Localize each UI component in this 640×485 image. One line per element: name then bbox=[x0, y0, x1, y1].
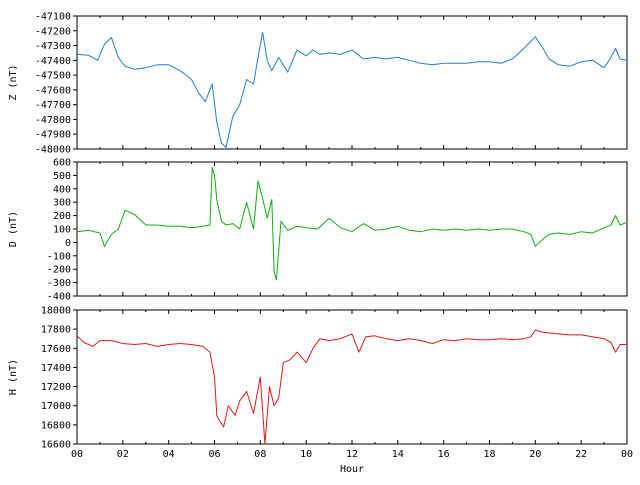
y-tick-label-H-1: 17800 bbox=[41, 325, 71, 336]
y-tick-label-Z-2: -47300 bbox=[35, 41, 71, 52]
x-tick-label-8: 16 bbox=[438, 449, 450, 460]
y-axis-label-H: H (nT) bbox=[8, 359, 19, 395]
y-tick-label-Z-3: -47400 bbox=[35, 56, 71, 67]
y-tick-label-D-1: 500 bbox=[53, 171, 71, 182]
x-tick-label-11: 22 bbox=[575, 449, 587, 460]
y-tick-label-Z-6: -47700 bbox=[35, 100, 71, 111]
y-tick-label-H-7: 16600 bbox=[41, 440, 71, 451]
y-tick-label-Z-0: -47100 bbox=[35, 12, 71, 23]
y-axis-label-D: D (nT) bbox=[8, 211, 19, 247]
y-tick-label-H-5: 17000 bbox=[41, 401, 71, 412]
y-axis-label-Z: Z (nT) bbox=[8, 64, 19, 100]
y-tick-label-H-6: 16800 bbox=[41, 420, 71, 431]
y-tick-label-H-0: 18000 bbox=[41, 306, 71, 317]
x-tick-label-6: 12 bbox=[346, 449, 358, 460]
y-tick-label-D-5: 100 bbox=[53, 225, 71, 236]
y-tick-label-D-9: -300 bbox=[47, 278, 71, 289]
series-line-D bbox=[76, 166, 628, 281]
y-tick-label-D-2: 400 bbox=[53, 184, 71, 195]
y-tick-label-Z-1: -47200 bbox=[35, 26, 71, 37]
y-tick-label-H-4: 17200 bbox=[41, 382, 71, 393]
x-tick-label-9: 18 bbox=[483, 449, 495, 460]
panel-frame-H bbox=[76, 309, 628, 445]
y-tick-label-D-0: 600 bbox=[53, 158, 71, 169]
x-tick-label-2: 04 bbox=[163, 449, 175, 460]
x-tick-label-0: 00 bbox=[71, 449, 83, 460]
x-tick-label-1: 02 bbox=[117, 449, 129, 460]
x-axis-label: Hour bbox=[340, 464, 364, 475]
y-tick-label-Z-9: -48000 bbox=[35, 145, 71, 156]
x-tick-label-3: 06 bbox=[208, 449, 220, 460]
series-line-H bbox=[76, 329, 627, 445]
y-tick-label-Z-7: -47800 bbox=[35, 115, 71, 126]
x-tick-label-5: 10 bbox=[300, 449, 312, 460]
series-line-Z bbox=[76, 31, 628, 148]
y-tick-label-D-7: -100 bbox=[47, 251, 71, 262]
y-tick-label-D-3: 300 bbox=[53, 198, 71, 209]
x-tick-label-12: 00 bbox=[621, 449, 633, 460]
y-tick-label-H-2: 17600 bbox=[41, 344, 71, 355]
y-tick-label-D-4: 200 bbox=[53, 211, 71, 222]
y-tick-label-D-8: -200 bbox=[47, 265, 71, 276]
y-tick-label-H-3: 17400 bbox=[41, 363, 71, 374]
x-tick-label-4: 08 bbox=[254, 449, 266, 460]
y-tick-label-D-10: -400 bbox=[47, 292, 71, 303]
x-tick-label-10: 20 bbox=[529, 449, 541, 460]
y-tick-label-D-6: 0 bbox=[65, 238, 71, 249]
y-tick-label-Z-4: -47500 bbox=[35, 71, 71, 82]
y-tick-label-Z-8: -47900 bbox=[35, 130, 71, 141]
panel-frame-D bbox=[76, 161, 628, 297]
y-tick-label-Z-5: -47600 bbox=[35, 85, 71, 96]
x-tick-label-7: 14 bbox=[392, 449, 404, 460]
panel-frame-Z bbox=[76, 15, 628, 150]
